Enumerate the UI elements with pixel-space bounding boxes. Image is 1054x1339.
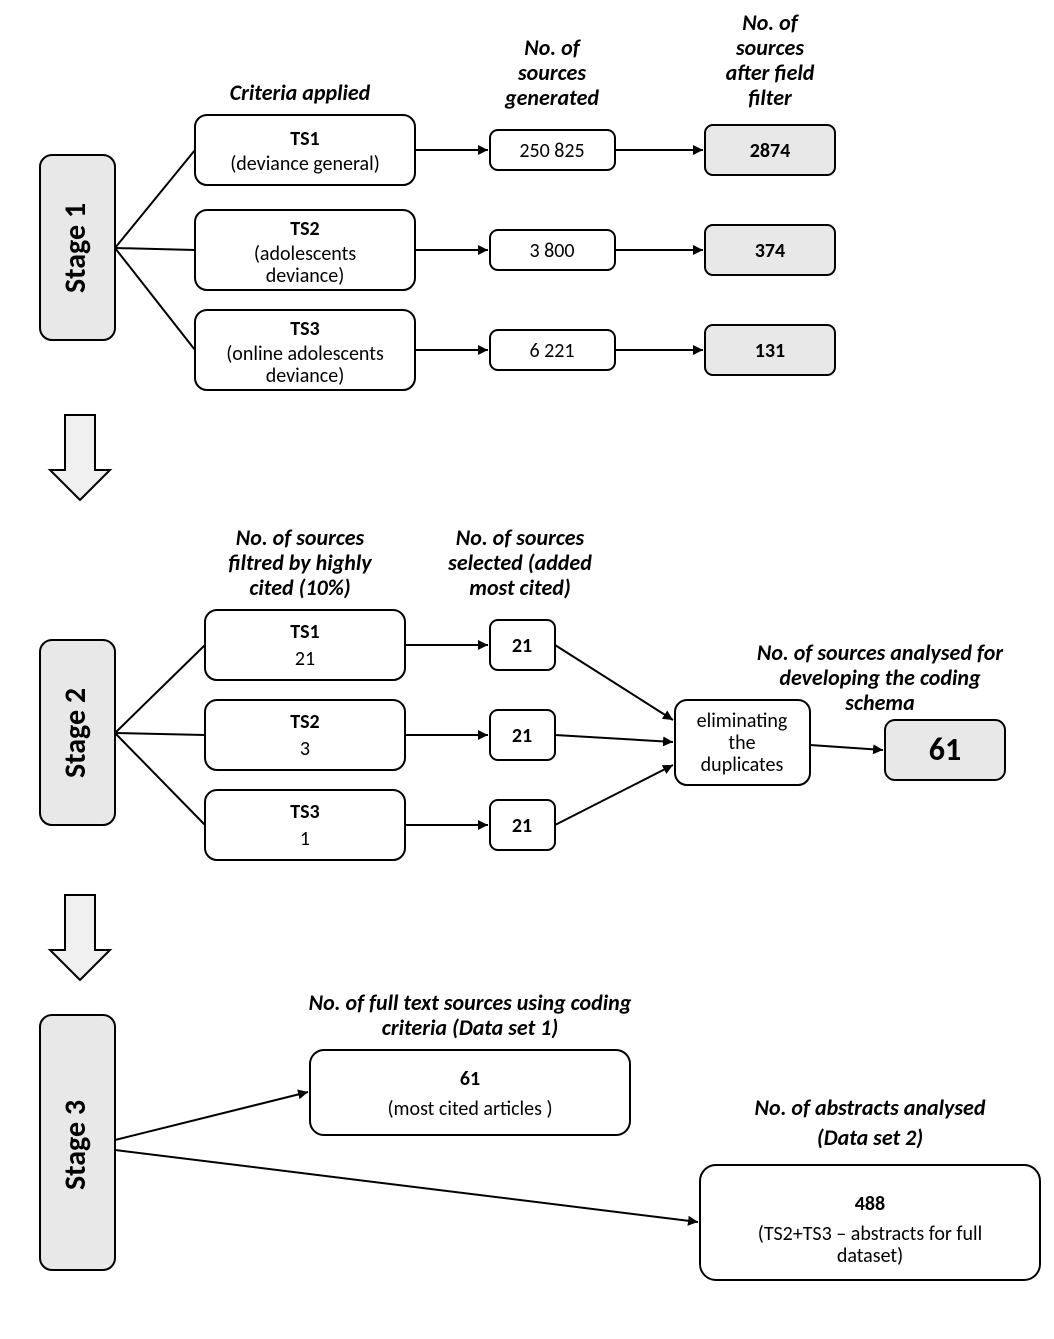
s2-fan2 [115, 733, 205, 735]
s2-ts3-title: TS3 [290, 800, 319, 824]
s2-sel-1: No. of sources [456, 524, 585, 551]
s3-ds1-h1: No. of full text sources using coding [309, 989, 632, 1016]
s1-ts1-sub: (deviance general) [230, 152, 380, 176]
s2-dup-1: eliminating [697, 709, 788, 733]
hdr-filt-4: filter [748, 84, 793, 111]
s2-hc-2: filtred by highly [228, 549, 372, 576]
s1-ts3-filt: 131 [755, 339, 785, 363]
s2-result: 61 [929, 730, 961, 769]
s2-dev-2: developing the coding [779, 664, 981, 691]
s3-ds2-val: 488 [855, 1192, 885, 1216]
s1-fan2 [115, 248, 195, 250]
s2-fan3 [115, 733, 205, 825]
s3-ds2-h1: No. of abstracts analysed [755, 1094, 986, 1121]
s1-ts2-filt: 374 [755, 239, 785, 263]
hdr-filt-2: sources [735, 34, 804, 61]
down-arrow-1 [50, 415, 110, 500]
s2-ts1-title: TS1 [290, 620, 319, 644]
s2-ts3-val: 1 [300, 827, 310, 851]
stage1-label: Stage 1 [57, 203, 94, 293]
s3-ds1-val: 61 [460, 1067, 480, 1091]
s1-fan1 [115, 150, 195, 248]
s2-ts3-sel: 21 [512, 814, 532, 838]
down-arrow-2 [50, 895, 110, 980]
s2-ts2-title: TS2 [290, 710, 319, 734]
hdr-filt-3: after field [726, 59, 815, 86]
hdr-gen-3: generated [504, 84, 599, 111]
s2-dup-3: duplicates [701, 753, 784, 777]
s2-hc-3: cited (10%) [249, 574, 350, 601]
s1-ts1-gen: 250 825 [519, 139, 584, 163]
s3-arrow2 [115, 1150, 698, 1222]
s1-ts3-sub2: deviance) [266, 364, 345, 388]
s2-ts2-val: 3 [300, 737, 310, 761]
s3-ds2-sub: (TS2+TS3 – abstracts for full [758, 1222, 982, 1246]
s1-ts2-title: TS2 [290, 217, 319, 241]
s1-ts3-title: TS3 [290, 317, 319, 341]
s1-ts3-gen: 6 221 [529, 339, 574, 363]
hdr-gen-1: No. of [524, 34, 581, 61]
s2-sel-3: most cited) [469, 574, 570, 601]
s2-ts2-sel: 21 [512, 724, 532, 748]
hdr-filt-1: No. of [742, 9, 799, 36]
s3-ds1-box [310, 1050, 630, 1135]
s1-ts3-sub1: (online adolescents [226, 342, 384, 366]
s1-fan3 [115, 248, 195, 350]
s3-ds1-sub: (most cited articles ) [387, 1097, 552, 1121]
s2-fan1 [115, 645, 205, 733]
hdr-gen-2: sources [517, 59, 586, 86]
s2-conv1 [555, 645, 673, 720]
s3-ds2-sub2: dataset) [837, 1244, 903, 1268]
s2-ts1-val: 21 [295, 647, 315, 671]
s1-ts1-title: TS1 [290, 127, 319, 151]
hdr-criteria: Criteria applied [230, 79, 371, 106]
s1-ts1-filt: 2874 [750, 139, 791, 163]
s2-sel-2: selected (added [447, 549, 592, 576]
s3-ds1-h2: criteria (Data set 1) [382, 1014, 558, 1041]
stage3-label: Stage 3 [57, 1100, 94, 1190]
s3-arrow1 [115, 1092, 308, 1140]
s2-ts1-sel: 21 [512, 634, 532, 658]
s2-dev-1: No. of sources analysed for [757, 639, 1004, 666]
s1-ts2-gen: 3 800 [529, 239, 574, 263]
s2-result-arrow [810, 745, 883, 750]
s1-ts2-sub2: deviance) [266, 264, 345, 288]
s2-conv3 [555, 765, 673, 825]
flowchart-diagram: Criteria applied No. of sources generate… [0, 0, 1054, 1339]
s1-ts2-sub1: (adolescents [254, 242, 356, 266]
s2-hc-1: No. of sources [236, 524, 365, 551]
s2-conv2 [555, 735, 673, 742]
s2-dev-3: schema [844, 689, 914, 716]
s3-ds2-h2: (Data set 2) [817, 1124, 923, 1151]
s2-dup-2: the [728, 731, 755, 755]
stage2-label: Stage 2 [57, 688, 94, 778]
